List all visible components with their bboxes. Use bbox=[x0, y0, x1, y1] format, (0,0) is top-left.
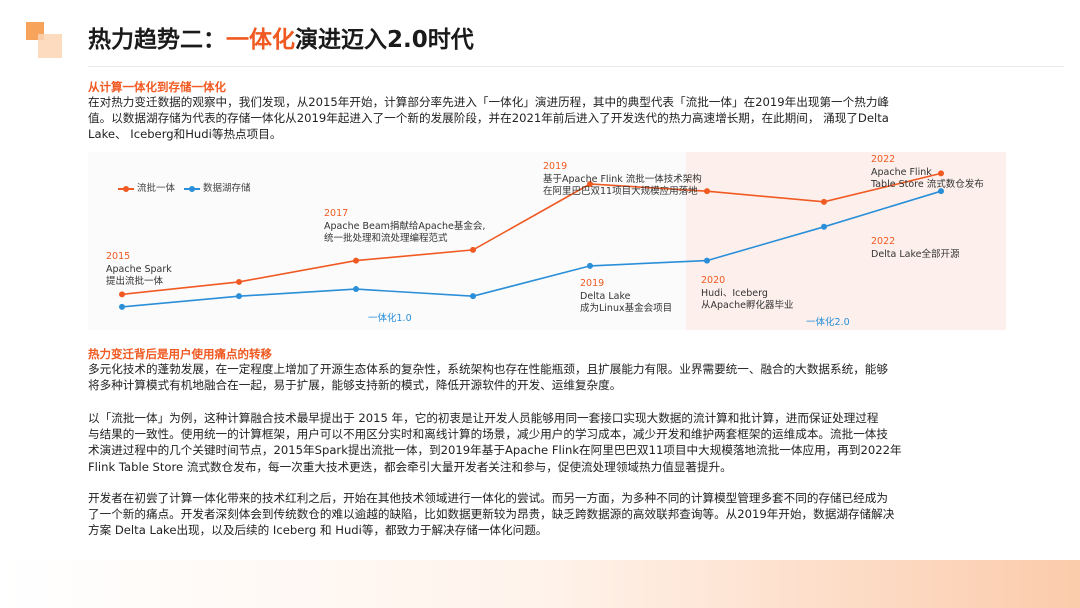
data-point bbox=[353, 257, 359, 264]
annotation-line: Delta Lake全部开源 bbox=[871, 248, 960, 260]
data-point bbox=[704, 188, 710, 195]
annotation-line: Hudi、Iceberg bbox=[701, 287, 768, 299]
logo-square-secondary bbox=[38, 34, 62, 58]
data-point bbox=[236, 293, 242, 300]
paragraph-line: 将多种计算模式有机地融合在一起，易于扩展，能够支持新的模式，降低开源软件的开发、… bbox=[88, 378, 622, 393]
series-line-0 bbox=[121, 172, 942, 296]
paragraph-line: 开发者在初尝了计算一体化带来的技术红利之后，开始在其他技术领域进行一体化的尝试。… bbox=[88, 491, 888, 505]
data-point bbox=[938, 170, 944, 177]
legend-label: 流批一体 bbox=[137, 183, 176, 194]
series-line-1 bbox=[121, 190, 942, 308]
paragraph-line: 与结果的一致性。使用统一的计算框架，用户可以不用区分实时和离线计算的场景，减少用… bbox=[88, 427, 888, 442]
section2-heading: 热力变迁背后是用户使用痛点的转移 bbox=[88, 347, 272, 361]
title-suffix: 演进迈入2.0时代 bbox=[295, 27, 474, 53]
paragraph-line: 以「流批一体」为例，这种计算融合技术最早提出于 2015 年，它的初衷是让开发人… bbox=[88, 411, 879, 425]
annotation-year: 2019 bbox=[580, 278, 605, 289]
data-point bbox=[119, 291, 125, 298]
annotation-line: Table Store 流式数仓发布 bbox=[871, 179, 984, 190]
data-point bbox=[704, 257, 710, 264]
paragraph-line: 方案 Delta Lake出现，以及后续的 Iceberg 和 Hudi等，都致… bbox=[88, 523, 548, 538]
annotation-line: 基于Apache Flink 流批一体技术架构 bbox=[543, 173, 702, 185]
data-point bbox=[470, 246, 476, 253]
section1-line: Lake、 Iceberg和Hudi等热点项目。 bbox=[88, 127, 282, 142]
annotation-line: 从Apache孵化器毕业 bbox=[701, 300, 794, 311]
annotation-hudi-iceberg: 2020 Hudi、Iceberg 从Apache孵化器毕业 bbox=[701, 275, 793, 313]
section2-paragraph-3: 开发者在初尝了计算一体化带来的技术红利之后，开始在其他技术领域进行一体化的尝试。… bbox=[88, 490, 1018, 539]
annotation-year: 2019 bbox=[543, 161, 568, 172]
section1-line: 在对热力变迁数据的观察中，我们发现，从2015年开始，计算部分率先进入「一体化」… bbox=[88, 95, 890, 109]
legend-item-stream-batch: 流批一体 bbox=[118, 180, 175, 194]
title-divider bbox=[88, 66, 1064, 67]
legend-label: 数据湖存储 bbox=[203, 183, 251, 194]
data-point bbox=[470, 293, 476, 300]
data-point bbox=[821, 198, 827, 205]
annotation-year: 2022 bbox=[871, 154, 896, 165]
paragraph-line: 术演进过程中的几个关键时间节点，2015年Spark提出流批一体，到2019年基… bbox=[88, 443, 902, 458]
section2-paragraph-2: 以「流批一体」为例，这种计算融合技术最早提出于 2015 年，它的初衷是让开发人… bbox=[88, 410, 1018, 475]
annotation-line: 成为Linux基金会项目 bbox=[580, 303, 673, 314]
data-point bbox=[119, 303, 125, 310]
section1-paragraph: 在对热力变迁数据的观察中，我们发现，从2015年开始，计算部分率先进入「一体化」… bbox=[88, 94, 1018, 143]
brand-logo bbox=[26, 22, 66, 58]
paragraph-line: Flink Table Store 流式数仓发布，每一次重大技术更迭，都会牵引大… bbox=[88, 459, 732, 474]
annotation-beam: 2017 Apache Beam捐献给Apache基金会, 统一批处理和流处理编… bbox=[324, 208, 485, 246]
section2-paragraph-1: 多元化技术的蓬勃发展，在一定程度上增加了开源生态体系的复杂性，系统架构也存在性能… bbox=[88, 361, 1018, 393]
phase-label-1: 一体化1.0 bbox=[368, 313, 412, 324]
annotation-year: 2015 bbox=[106, 251, 131, 262]
legend-swatch-blue bbox=[184, 185, 200, 192]
data-point bbox=[587, 181, 593, 188]
data-point bbox=[353, 286, 359, 293]
paragraph-line: 多元化技术的蓬勃发展，在一定程度上增加了开源生态体系的复杂性，系统架构也存在性能… bbox=[88, 362, 888, 376]
annotation-line: 统一批处理和流处理编程范式 bbox=[324, 233, 448, 244]
annotation-delta-lake-linux: 2019 Delta Lake 成为Linux基金会项目 bbox=[580, 278, 672, 316]
paragraph-line: 了一个新的痛点。开发者深刻体会到传统数仓的难以逾越的缺陷，比如数据更新较为昂贵，… bbox=[88, 507, 895, 522]
annotation-flink-double11: 2019 基于Apache Flink 流批一体技术架构 在阿里巴巴双11项目大… bbox=[543, 161, 702, 199]
page-title: 热力趋势二：一体化演进迈入2.0时代 bbox=[88, 20, 474, 54]
annotation-year: 2020 bbox=[701, 275, 726, 286]
phase-label-2: 一体化2.0 bbox=[806, 317, 850, 328]
annotation-flink-table-store: 2022 Apache Flink Table Store 流式数仓发布 bbox=[871, 154, 984, 192]
annotation-year: 2017 bbox=[324, 208, 349, 219]
annotation-line: Apache Beam捐献给Apache基金会, bbox=[324, 220, 486, 232]
annotation-line: 在阿里巴巴双11项目大规模应用落地 bbox=[543, 186, 698, 197]
annotation-line: Apache Spark bbox=[106, 263, 172, 275]
annotation-delta-lake-open: 2022 Delta Lake全部开源 bbox=[871, 236, 960, 261]
legend-item-data-lake: 数据湖存储 bbox=[184, 180, 251, 194]
chart-phase2-background bbox=[686, 152, 1006, 330]
annotation-spark: 2015 Apache Spark 提出流批一体 bbox=[106, 251, 172, 289]
section1-line: 值。以数据湖存储为代表的存储一体化从2019年起进入了一个新的发展阶段，并在20… bbox=[88, 111, 889, 126]
annotation-line: Apache Flink bbox=[871, 166, 932, 178]
title-accent: 一体化 bbox=[226, 27, 295, 53]
legend-swatch-orange bbox=[118, 185, 134, 192]
annotation-line: Delta Lake bbox=[580, 290, 631, 302]
section1-heading: 从计算一体化到存储一体化 bbox=[88, 80, 226, 94]
data-point bbox=[236, 278, 242, 285]
data-point bbox=[821, 223, 827, 230]
footer-gradient bbox=[0, 560, 1080, 608]
title-prefix: 热力趋势二： bbox=[88, 27, 226, 53]
annotation-line: 提出流批一体 bbox=[106, 276, 164, 287]
annotation-year: 2022 bbox=[871, 236, 896, 247]
data-point bbox=[938, 188, 944, 195]
data-point bbox=[587, 262, 593, 269]
